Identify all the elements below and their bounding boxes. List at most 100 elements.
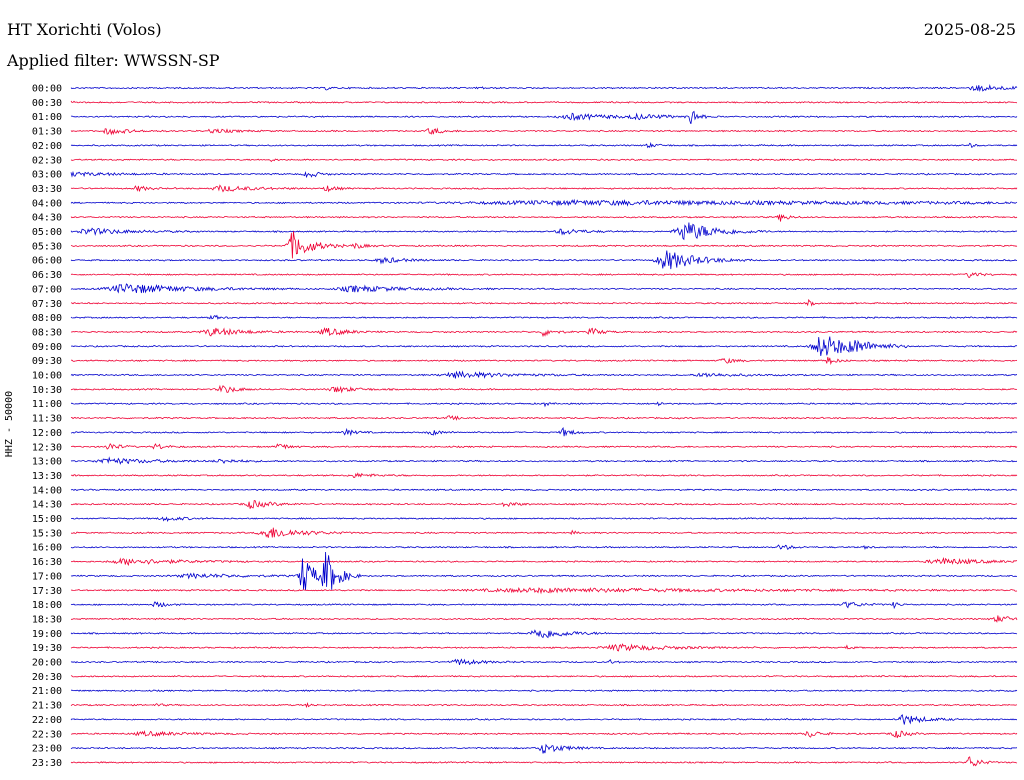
row-time-label: 15:30 — [32, 528, 62, 539]
seismic-trace-row — [70, 472, 1018, 479]
row-time-label: 18:30 — [32, 614, 62, 625]
row-time-label: 00:00 — [32, 84, 62, 95]
seismic-trace-row — [70, 586, 1018, 595]
row-time-label: 23:30 — [32, 758, 62, 769]
seismic-trace-row — [70, 527, 1018, 538]
seismic-trace-row — [70, 601, 1018, 610]
seismic-trace-row — [70, 272, 1018, 278]
seismic-trace-row — [70, 557, 1018, 566]
row-time-label: 09:00 — [32, 342, 62, 353]
seismic-trace-row — [70, 643, 1017, 652]
seismic-trace-row — [70, 83, 1018, 93]
row-time-label: 15:00 — [32, 514, 62, 525]
row-time-label: 21:30 — [32, 701, 62, 712]
row-time-label: 13:30 — [32, 471, 62, 482]
row-time-label: 18:00 — [32, 600, 62, 611]
seismic-trace-row — [70, 298, 1018, 307]
seismic-trace-row — [70, 170, 1018, 179]
row-time-label: 01:00 — [32, 112, 62, 123]
row-time-label: 05:00 — [32, 227, 62, 238]
seismic-trace-row — [70, 283, 1018, 294]
row-time-label: 12:30 — [32, 442, 62, 453]
seismic-trace-row — [71, 356, 1018, 366]
row-time-label: 09:30 — [32, 356, 62, 367]
seismic-trace-row — [70, 158, 1018, 163]
seismic-trace-row — [70, 184, 1018, 193]
seismic-trace-row — [70, 231, 1018, 259]
row-time-label: 14:00 — [32, 485, 62, 496]
station-title: HT Xorichti (Volos) — [7, 20, 162, 39]
row-time-label: 16:00 — [32, 543, 62, 554]
row-time-label: 20:00 — [32, 658, 62, 669]
filter-label: Applied filter: WWSSN-SP — [7, 51, 220, 70]
seismic-trace-row — [70, 488, 1018, 492]
seismic-trace-row — [70, 222, 1018, 241]
seismic-trace-row — [70, 516, 1018, 522]
row-time-label: 10:00 — [32, 371, 62, 382]
seismic-trace-row — [70, 250, 1018, 270]
seismic-trace-row — [70, 544, 1018, 550]
row-time-label: 02:00 — [32, 141, 62, 152]
row-time-label: 19:00 — [32, 629, 62, 640]
date-label: 2025-08-25 — [923, 20, 1016, 39]
row-time-label: 12:00 — [32, 428, 62, 439]
row-time-label: 17:30 — [32, 586, 62, 597]
row-time-label: 07:00 — [32, 284, 62, 295]
row-time-label: 08:00 — [32, 313, 62, 324]
row-time-label: 21:00 — [32, 686, 62, 697]
seismic-trace-row — [70, 415, 1018, 421]
row-time-label: 13:00 — [32, 457, 62, 468]
row-time-label: 10:30 — [32, 385, 62, 396]
row-time-label: 20:30 — [32, 672, 62, 683]
row-time-label: 01:30 — [32, 127, 62, 138]
seismic-trace-row — [70, 314, 1018, 320]
seismic-trace-row — [70, 401, 1018, 408]
seismic-trace-row — [70, 384, 1018, 394]
row-time-label: 02:30 — [32, 155, 62, 166]
row-time-label: 06:30 — [32, 270, 62, 281]
seismic-trace-row — [70, 551, 1018, 591]
seismic-trace-row — [70, 141, 1018, 149]
row-time-label: 06:00 — [32, 256, 62, 267]
row-time-label: 08:30 — [32, 327, 62, 338]
seismic-trace-row — [71, 730, 1018, 739]
row-time-label: 05:30 — [32, 241, 62, 252]
seismic-trace-row — [70, 756, 1018, 767]
seismic-trace-row — [70, 336, 1018, 357]
seismic-trace-row — [70, 370, 1018, 379]
seismic-trace-row — [70, 500, 1018, 509]
seismic-trace-row — [70, 629, 1018, 639]
seismic-trace-row — [70, 674, 1018, 678]
row-time-label: 17:00 — [32, 571, 62, 582]
row-time-label: 07:30 — [32, 299, 62, 310]
row-time-label: 03:00 — [32, 170, 62, 181]
row-time-label: 11:30 — [32, 414, 62, 425]
seismic-trace-row — [70, 198, 1018, 207]
seismic-trace-row — [70, 456, 1017, 465]
seismic-trace-row — [70, 658, 1018, 666]
row-time-label: 04:30 — [32, 213, 62, 224]
seismic-trace-row — [70, 213, 1018, 222]
row-time-label: 22:00 — [32, 715, 62, 726]
seismic-trace-row — [70, 427, 1018, 437]
seismic-trace-row — [70, 702, 1018, 709]
seismic-trace-row — [70, 327, 1018, 338]
row-time-label: 03:30 — [32, 184, 62, 195]
seismic-trace-row — [70, 615, 1018, 623]
seismic-trace-row — [70, 100, 1018, 104]
seismic-trace-row — [70, 743, 1017, 754]
seismic-trace-row — [71, 689, 1018, 693]
row-time-label: 11:00 — [32, 399, 62, 410]
row-time-label: 22:30 — [32, 729, 62, 740]
row-time-label: 16:30 — [32, 557, 62, 568]
seismic-trace-row — [70, 110, 1018, 125]
row-time-label: 14:30 — [32, 500, 62, 511]
row-time-label: 04:00 — [32, 198, 62, 209]
row-time-label: 00:30 — [32, 98, 62, 109]
row-time-label: 19:30 — [32, 643, 62, 654]
seismic-trace-row — [70, 442, 1018, 450]
seismic-trace-row — [70, 127, 1018, 136]
row-time-label: 23:00 — [32, 744, 62, 755]
seismic-trace-row — [70, 714, 1017, 725]
